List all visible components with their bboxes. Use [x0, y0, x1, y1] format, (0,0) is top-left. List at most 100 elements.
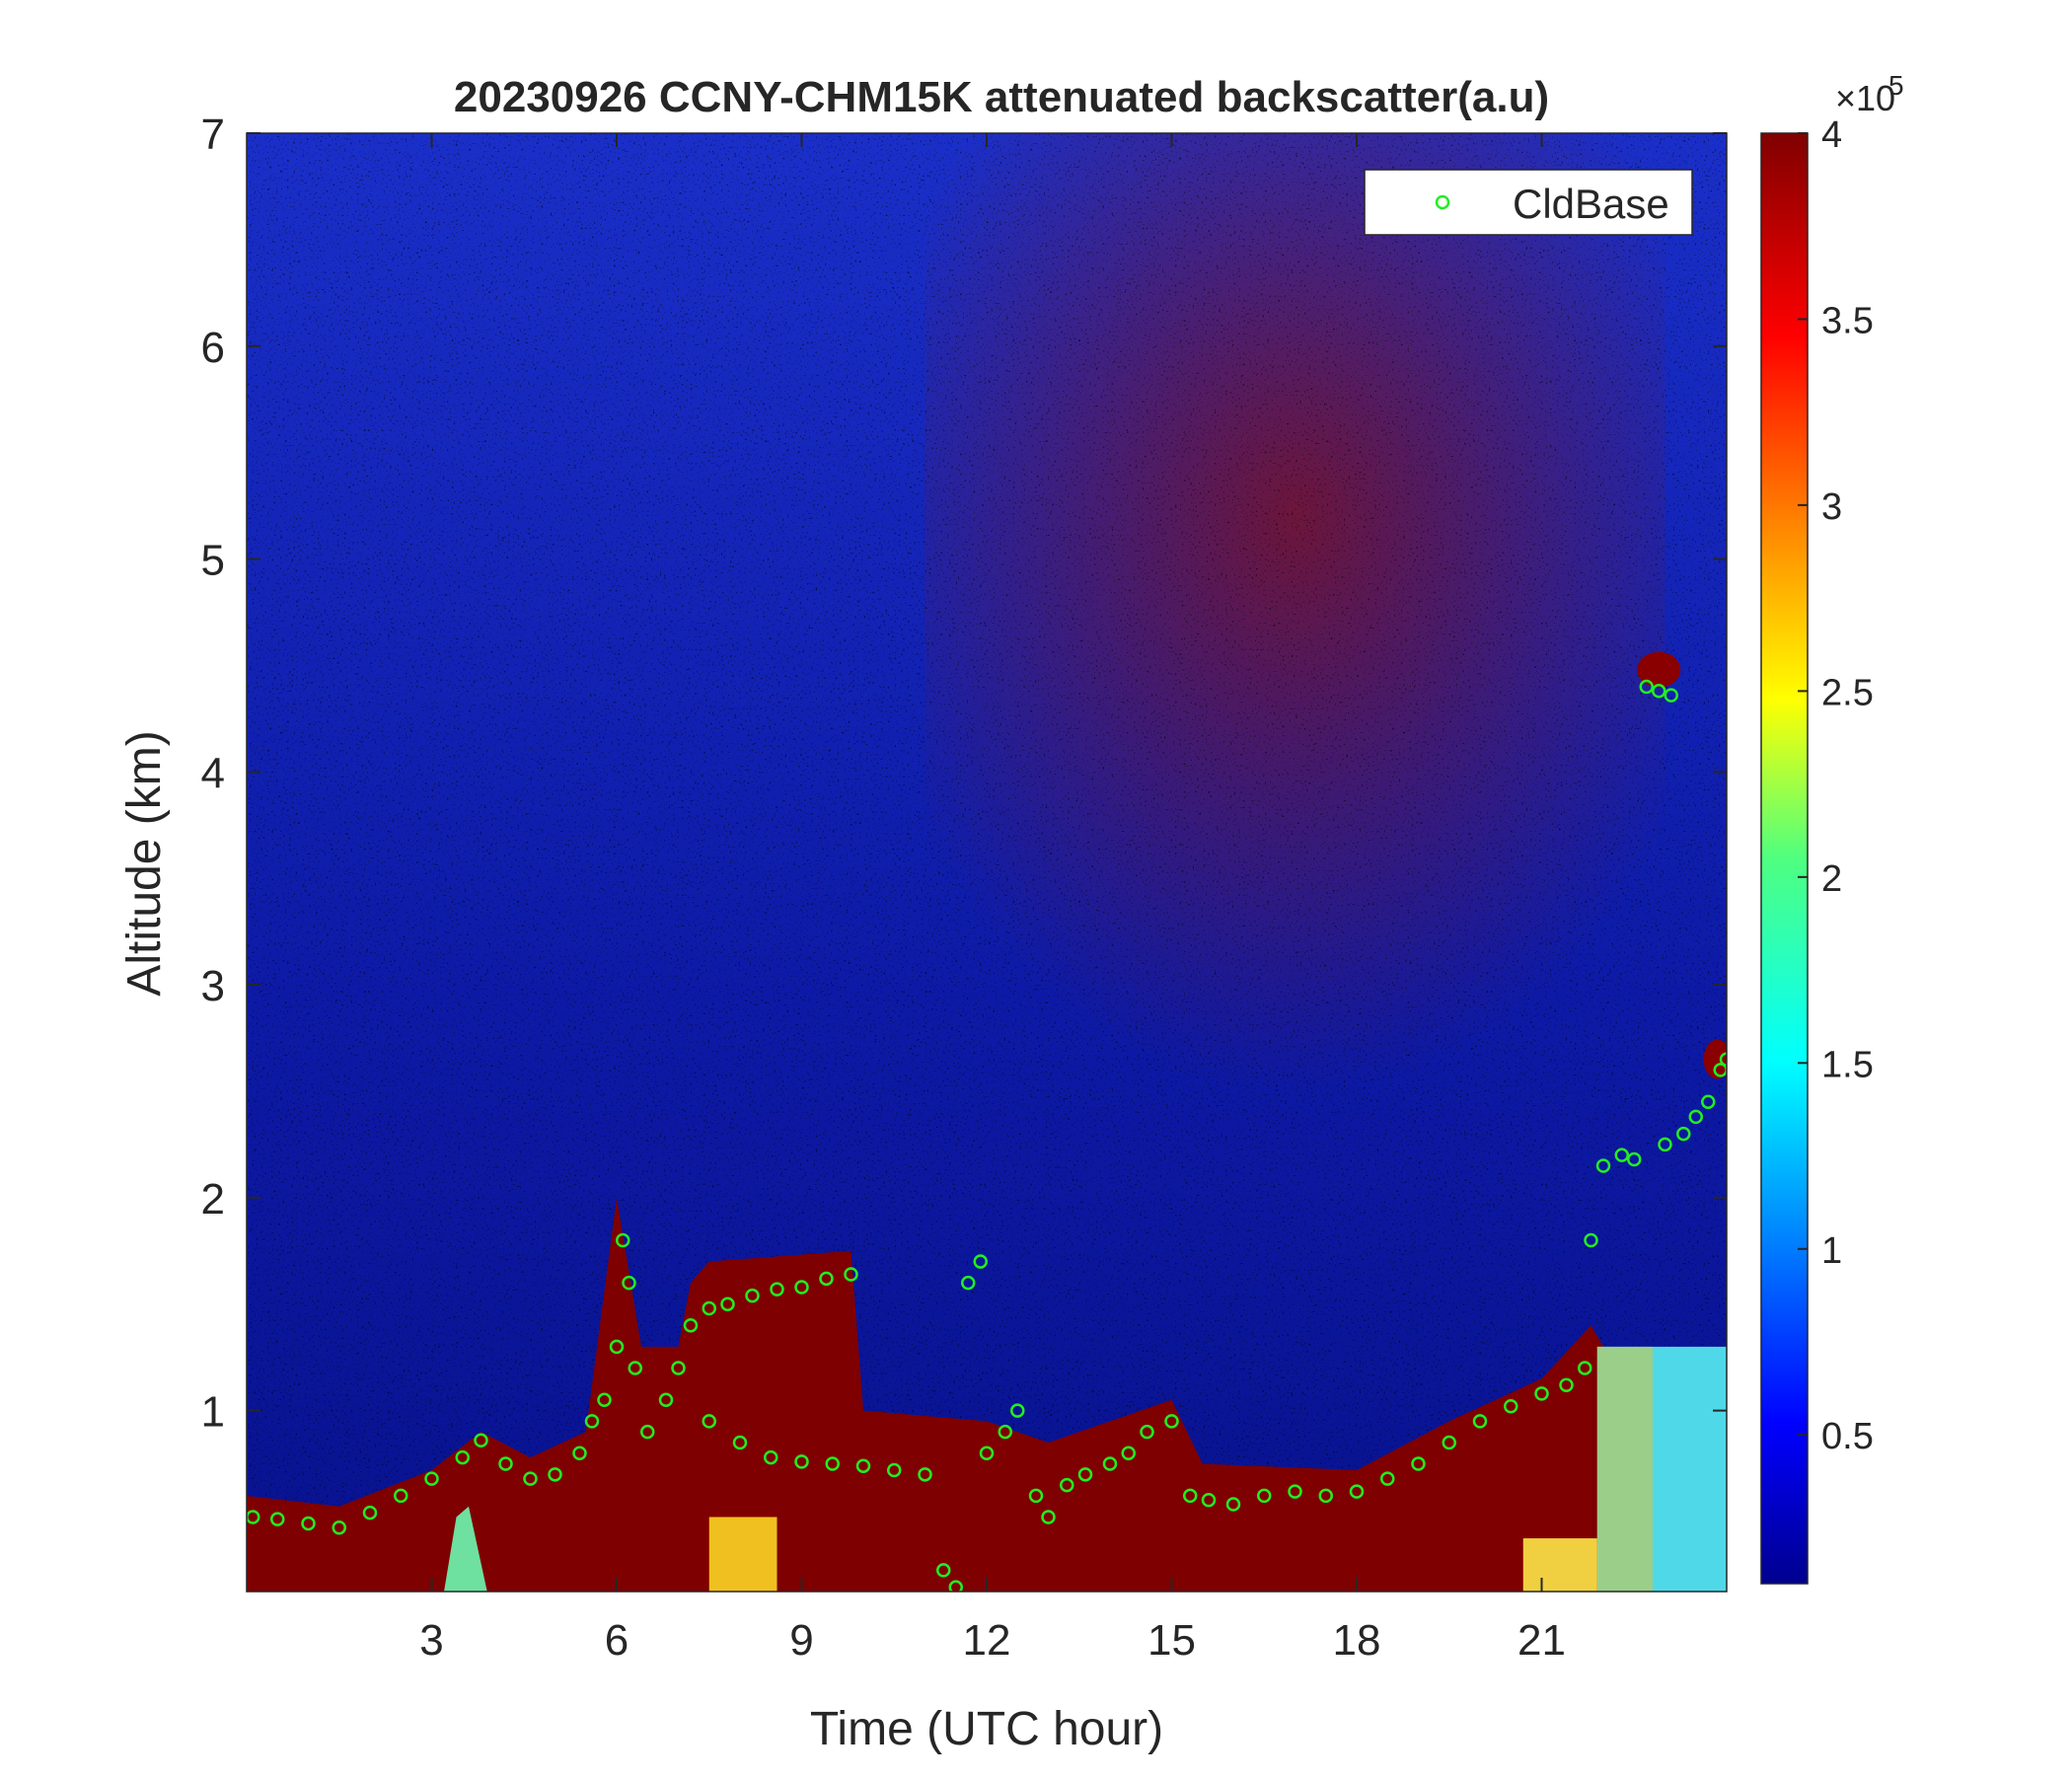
cloud-base-point: [1578, 1361, 1592, 1375]
cloud-base-markers: [247, 679, 1727, 1592]
cloud-base-point: [394, 1488, 408, 1504]
x-axis-label: Time (UTC hour): [810, 1703, 1163, 1755]
colorbar: 0.5 1 1.5 2 2.5 3 3.5 4: [1760, 114, 1874, 1585]
cloud-base-point: [1183, 1488, 1198, 1504]
cloud-base-point: [1140, 1424, 1154, 1440]
colorbar-tick-label: 1.5: [1821, 1044, 1874, 1085]
cloud-base-point: [1164, 1414, 1179, 1429]
cloud-base-point: [523, 1471, 538, 1486]
cloud-base-point: [961, 1275, 976, 1291]
y-tick-label: 5: [201, 537, 225, 585]
late-yellow-region: [1596, 1346, 1653, 1592]
cloud-base-point: [1584, 1232, 1598, 1248]
x-axis-ticks: 3 6 9 12 15 18 21: [419, 133, 1566, 1665]
legend-label: CldBase: [1513, 181, 1669, 227]
cloud-base-point: [918, 1467, 932, 1482]
x-tick-label: 6: [605, 1616, 629, 1665]
cloud-base-point: [640, 1424, 655, 1440]
cloud-base-point: [770, 1282, 784, 1297]
cloud-base-point: [702, 1300, 716, 1316]
cloud-base-point: [548, 1467, 562, 1482]
cloud-base-point: [936, 1563, 951, 1578]
y-tick-label: 2: [201, 1175, 225, 1224]
backscatter-image: [247, 133, 1727, 1592]
y-axis-label: Altitude (km): [118, 730, 171, 996]
cloud-base-point: [844, 1267, 858, 1282]
cloud-base-point: [1652, 684, 1666, 699]
cloud-base-point: [855, 1458, 871, 1473]
legend-box: [1364, 169, 1693, 236]
colorbar-tick-label: 3.5: [1821, 300, 1874, 341]
cloud-base-point: [819, 1271, 834, 1287]
cloud-base-point: [1472, 1414, 1488, 1429]
cloud-base-point: [794, 1280, 809, 1295]
cloud-base-point: [1349, 1484, 1365, 1499]
cloud-base-point: [301, 1516, 316, 1531]
cloud-base-point: [732, 1435, 748, 1450]
noise-speckle: [247, 133, 1727, 1592]
boundary-layer: [247, 1197, 1727, 1592]
cloud-base-point: [671, 1361, 686, 1375]
cloud-base-point: [1719, 1052, 1727, 1067]
y-tick-label: 3: [201, 962, 225, 1010]
cloud-base-point: [764, 1449, 778, 1465]
cloud-base-point: [622, 1275, 636, 1291]
cloud-base-point: [1504, 1399, 1518, 1414]
cloud-base-point: [1639, 679, 1654, 695]
cloud-base-point: [1411, 1456, 1426, 1471]
colorbar-tick-label: 0.5: [1821, 1416, 1874, 1457]
cloud-base-point: [1627, 1151, 1642, 1167]
cloud-base-point: [702, 1414, 716, 1429]
cloud-base-point: [1041, 1510, 1056, 1524]
colorbar-tick-label: 3: [1821, 486, 1842, 528]
cloud-base-point: [584, 1414, 600, 1429]
x-tick-label: 3: [419, 1616, 443, 1665]
y-tick-label: 1: [201, 1388, 225, 1437]
cloud-base-point: [597, 1392, 612, 1408]
cloud-base-point: [1201, 1492, 1217, 1508]
cloud-base-point: [424, 1471, 439, 1486]
cloud-base-point: [1701, 1094, 1716, 1109]
cloud-base-point: [973, 1254, 988, 1269]
cloud-base-point: [745, 1288, 760, 1303]
x-tick-label: 18: [1333, 1616, 1381, 1665]
colorbar-tick-label: 2: [1821, 858, 1842, 900]
cloud-base-point: [825, 1456, 840, 1471]
cloud-base-point: [720, 1297, 735, 1311]
cloud-base-point: [1442, 1435, 1456, 1450]
cloud-base-point: [1318, 1488, 1333, 1504]
x-tick-label: 9: [789, 1616, 813, 1665]
colorbar-tick-label: 2.5: [1821, 672, 1874, 713]
x-tick-label: 15: [1147, 1616, 1196, 1665]
cloud-base-point: [455, 1449, 470, 1465]
x-tick-label: 21: [1517, 1616, 1566, 1665]
cloud-base-point: [1688, 1109, 1703, 1125]
cloud-base-point: [1102, 1456, 1118, 1471]
cloud-base-point: [658, 1392, 674, 1408]
colorbar-tick-label: 4: [1821, 114, 1842, 156]
colorbar-tick-label: 1: [1821, 1230, 1842, 1272]
cloud-base-point: [474, 1433, 488, 1448]
cloud-base-point: [1010, 1403, 1025, 1418]
cloud-base-point: [1028, 1488, 1044, 1504]
cloud-base-point: [628, 1361, 642, 1375]
cloud-base-point: [1664, 688, 1678, 703]
cloud-base-point: [609, 1339, 625, 1355]
cloud-base-point: [1614, 1148, 1629, 1162]
cloud-base-point: [1077, 1467, 1093, 1482]
cloud-base-point: [998, 1424, 1012, 1440]
cloud-base-point: [683, 1318, 699, 1333]
cloud-base-point: [270, 1512, 285, 1526]
cloud-base-point: [1257, 1488, 1272, 1504]
cloud-base-point: [948, 1580, 963, 1592]
cloud-base-point: [1676, 1126, 1691, 1142]
cloud-base-point: [616, 1232, 630, 1248]
y-axis-ticks: 1 2 3 4 5 6 7: [201, 111, 1727, 1437]
mid-cloud-patch: [1703, 1039, 1727, 1079]
cloud-base-point: [887, 1462, 902, 1478]
legend: CldBase: [1364, 169, 1693, 236]
cloud-base-point: [362, 1505, 378, 1521]
high-cloud-patch: [1637, 651, 1681, 688]
